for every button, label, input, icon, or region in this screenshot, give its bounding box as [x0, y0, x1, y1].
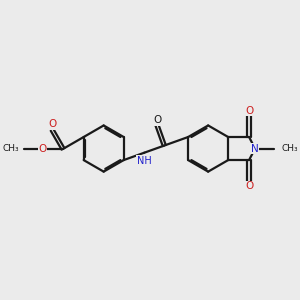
Text: CH₃: CH₃	[282, 144, 298, 153]
Text: O: O	[153, 116, 161, 125]
Text: N: N	[251, 143, 259, 154]
Text: O: O	[39, 144, 47, 154]
Text: NH: NH	[137, 156, 152, 166]
Text: O: O	[245, 106, 253, 116]
Text: CH₃: CH₃	[2, 144, 19, 153]
Text: O: O	[245, 181, 253, 191]
Text: O: O	[48, 119, 56, 129]
